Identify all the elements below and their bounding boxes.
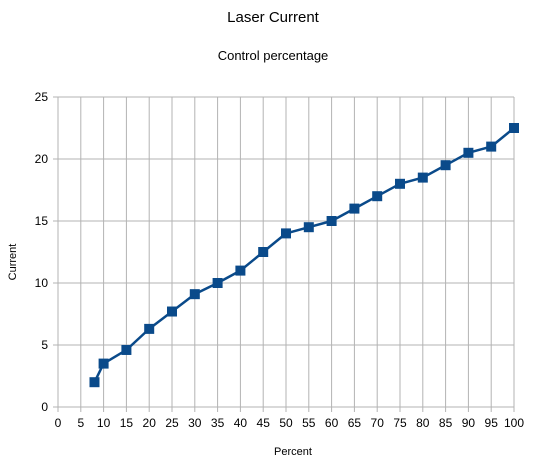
chart-title: Laser Current bbox=[227, 9, 319, 26]
x-tick-label: 55 bbox=[302, 416, 316, 430]
data-point-marker bbox=[189, 289, 200, 300]
x-tick-label: 45 bbox=[257, 416, 271, 430]
x-tick-label: 15 bbox=[120, 416, 134, 430]
data-point-marker bbox=[486, 141, 497, 152]
data-point-marker bbox=[440, 160, 451, 171]
x-tick-label: 75 bbox=[393, 416, 407, 430]
x-tick-label: 20 bbox=[143, 416, 157, 430]
y-tick-label: 0 bbox=[41, 400, 48, 414]
data-point-marker bbox=[98, 358, 109, 369]
x-tick-label: 70 bbox=[371, 416, 385, 430]
data-point-marker bbox=[326, 216, 337, 226]
y-tick-label: 20 bbox=[35, 152, 49, 166]
data-point-marker bbox=[463, 147, 474, 158]
x-tick-label: 60 bbox=[325, 416, 339, 430]
x-tick-label: 100 bbox=[504, 416, 524, 430]
x-tick-label: 65 bbox=[348, 416, 362, 430]
x-axis-title: Percent bbox=[274, 446, 312, 458]
x-tick-label: 40 bbox=[234, 416, 248, 430]
x-tick-label: 50 bbox=[279, 416, 293, 430]
x-tick-label: 5 bbox=[77, 416, 84, 430]
y-tick-label: 25 bbox=[35, 90, 49, 104]
x-tick-label: 30 bbox=[188, 416, 202, 430]
x-tick-label: 95 bbox=[485, 416, 499, 430]
x-tick-label: 35 bbox=[211, 416, 225, 430]
data-point-marker bbox=[167, 306, 177, 317]
data-point-marker bbox=[144, 323, 155, 334]
data-point-marker bbox=[509, 123, 519, 133]
data-point-marker bbox=[235, 265, 246, 276]
series-line bbox=[93, 127, 515, 383]
data-point-marker bbox=[212, 278, 223, 288]
x-tick-label: 0 bbox=[55, 416, 62, 430]
y-tick-label: 5 bbox=[41, 338, 48, 352]
y-tick-label: 10 bbox=[35, 276, 49, 290]
chart-subtitle: Control percentage bbox=[217, 48, 329, 63]
data-point-marker bbox=[89, 377, 100, 388]
data-point-marker bbox=[349, 203, 360, 214]
x-tick-label: 85 bbox=[439, 416, 453, 430]
data-point-marker bbox=[281, 228, 291, 239]
y-tick-label: 15 bbox=[35, 214, 49, 228]
x-tick-label: 10 bbox=[97, 416, 111, 430]
data-point-marker bbox=[303, 222, 314, 233]
data-point-marker bbox=[121, 344, 132, 355]
x-tick-label: 80 bbox=[416, 416, 430, 430]
data-point-marker bbox=[417, 172, 428, 183]
data-point-marker bbox=[258, 247, 269, 257]
data-point-marker bbox=[372, 191, 383, 202]
x-tick-label: 25 bbox=[165, 416, 179, 430]
data-point-marker bbox=[395, 178, 405, 189]
x-tick-label: 90 bbox=[462, 416, 476, 430]
